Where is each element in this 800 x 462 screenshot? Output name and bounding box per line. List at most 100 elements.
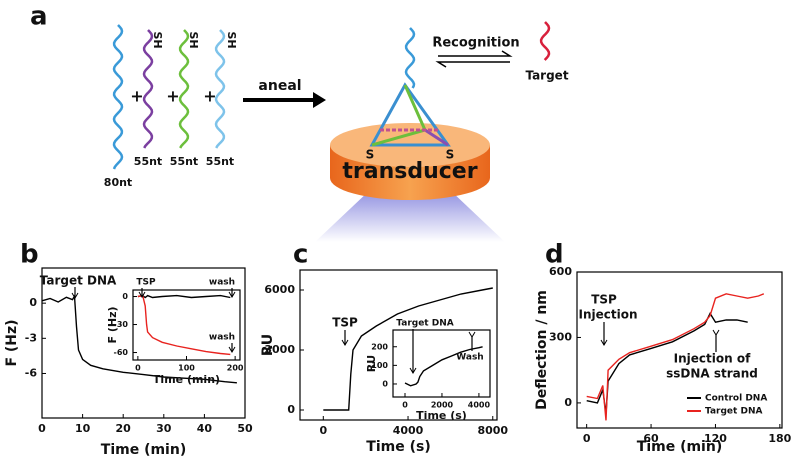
data-line: [137, 294, 231, 299]
sulfur-label: S: [446, 148, 455, 162]
x-tick-label: 120: [704, 432, 727, 445]
x-axis-label: Time (min): [101, 442, 186, 458]
y-tick-label: -30: [114, 320, 129, 329]
panel-label: a: [30, 2, 48, 32]
x-tick-label: 200: [227, 364, 244, 373]
annotation: Target DNA: [396, 319, 453, 329]
data-line: [41, 293, 237, 384]
target-label: Target: [525, 69, 568, 83]
dna-strand: [112, 24, 124, 170]
x-axis-label: Time (s): [366, 439, 430, 455]
data-line: [586, 293, 765, 421]
y-tick-label: -3: [25, 331, 37, 344]
strand-label: 55nt: [206, 155, 234, 168]
light-beam: [315, 190, 505, 242]
panel-label: b: [20, 240, 39, 270]
y-axis-label: F (Hz): [106, 306, 119, 343]
x-axis-label: Time (min): [637, 439, 722, 455]
annotation: Wash: [456, 353, 483, 363]
sulfur-label: S: [366, 148, 375, 162]
data-line: [137, 294, 231, 356]
y-tick-label: 200: [371, 342, 388, 351]
y-tick-label: -6: [25, 366, 38, 379]
annotation-arrowhead: [712, 329, 720, 336]
y-tick-label: 600: [549, 265, 572, 278]
anneal-label: aneal: [258, 78, 301, 94]
x-tick-label: 180: [768, 432, 791, 445]
y-tick-label: 3000: [264, 343, 295, 356]
x-tick-label: 10: [75, 422, 91, 435]
annotation: TSP: [136, 278, 156, 288]
plus-sign: +: [203, 87, 216, 106]
dna-strand: [178, 29, 190, 149]
x-tick-label: 4000: [393, 424, 424, 437]
x-tick-label: 0: [38, 422, 46, 435]
y-tick-label: 0: [382, 379, 388, 388]
x-axis-label: Time (min): [153, 373, 220, 386]
y-tick-label: 6000: [264, 283, 295, 296]
data-line: [404, 346, 483, 387]
annotation: wash: [209, 333, 235, 343]
plus-sign: +: [166, 87, 179, 106]
x-tick-label: 0: [319, 424, 327, 437]
annotation-arrowhead: [409, 367, 417, 374]
x-tick-label: 30: [156, 422, 172, 435]
anneal-arrowhead: [313, 92, 326, 108]
x-tick-label: 0: [402, 401, 408, 410]
y-axis-label: Deflection / nm: [534, 290, 550, 410]
recognition-label: Recognition: [432, 36, 519, 51]
annotation-arrowhead: [468, 331, 476, 338]
plot-frame: [392, 329, 491, 398]
thiol-label: SH: [187, 31, 200, 48]
annotation-arrowhead: [228, 346, 236, 353]
strand-label: 80nt: [104, 176, 132, 189]
thiol-label: SH: [225, 31, 238, 48]
annotation-arrowhead: [138, 291, 146, 298]
annotation-arrowhead: [341, 339, 349, 346]
panel-label: d: [545, 240, 564, 270]
dna-strand: [214, 29, 226, 149]
annotation-arrowhead: [228, 291, 236, 298]
panel-label: c: [293, 240, 308, 270]
target-strand: [539, 21, 551, 61]
annotation-arrowhead: [600, 339, 608, 346]
annotation: Injection: [578, 308, 637, 322]
y-tick-label: 300: [549, 330, 572, 343]
x-tick-label: 0: [583, 432, 591, 445]
y-axis-label: RU: [260, 334, 276, 356]
x-tick-label: 20: [116, 422, 132, 435]
annotation: Target DNA: [40, 274, 117, 288]
x-tick-label: 0: [135, 364, 141, 373]
legend-label: Target DNA: [705, 407, 762, 417]
equilibrium-arrows: [435, 50, 513, 68]
x-tick-label: 2000: [431, 401, 454, 410]
data-line: [323, 287, 493, 411]
annotation: TSP: [332, 316, 358, 330]
probe-strand: [404, 27, 416, 89]
x-tick-label: 40: [197, 422, 213, 435]
plot-frame: [132, 289, 241, 361]
annotation: Injection of: [674, 352, 751, 366]
annotation: ssDNA strand: [666, 367, 758, 381]
transducer-label: transducer: [342, 159, 477, 184]
y-tick-label: 0: [287, 403, 295, 416]
annotation: TSP: [591, 293, 617, 307]
thiol-label: SH: [151, 31, 164, 48]
tetrahedron: [369, 82, 451, 147]
y-tick-label: 0: [122, 292, 128, 301]
x-tick-label: 50: [237, 422, 253, 435]
x-tick-label: 60: [643, 432, 659, 445]
x-tick-label: 4000: [468, 401, 491, 410]
y-tick-label: 100: [371, 361, 388, 370]
y-tick-label: -60: [114, 348, 129, 357]
y-axis-label: F (Hz): [4, 319, 20, 366]
strand-label: 55nt: [170, 155, 198, 168]
y-tick-label: 0: [29, 296, 37, 309]
x-axis-label: Time (s): [416, 409, 467, 422]
dna-strand: [142, 29, 154, 149]
annotation-arrowhead: [71, 292, 79, 299]
strand-label: 55nt: [134, 155, 162, 168]
legend-label: Control DNA: [705, 394, 767, 404]
x-tick-label: 100: [178, 364, 195, 373]
